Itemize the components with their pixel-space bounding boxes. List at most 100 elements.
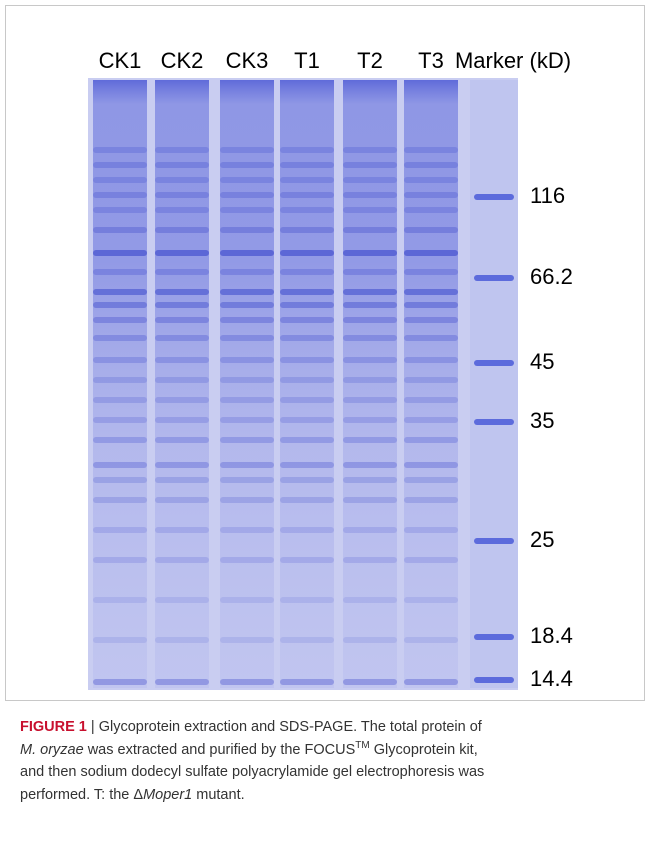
protein-band [93, 497, 147, 503]
protein-band [93, 177, 147, 183]
protein-band [220, 397, 274, 403]
protein-band [280, 289, 334, 295]
protein-band [280, 397, 334, 403]
protein-band [220, 335, 274, 341]
protein-band [280, 192, 334, 198]
protein-band [343, 497, 397, 503]
protein-band [343, 317, 397, 323]
protein-band [343, 527, 397, 533]
protein-band [93, 477, 147, 483]
protein-band [220, 357, 274, 363]
protein-band [220, 497, 274, 503]
protein-band [343, 177, 397, 183]
protein-band [93, 437, 147, 443]
marker-band [474, 194, 514, 200]
marker-label: 116 [530, 183, 565, 208]
protein-band [155, 269, 209, 275]
protein-band [280, 462, 334, 468]
caption-text: performed. T: the Δ [20, 786, 144, 803]
protein-band [93, 192, 147, 198]
protein-band [93, 317, 147, 323]
protein-band [280, 527, 334, 533]
protein-band [280, 357, 334, 363]
protein-band [155, 207, 209, 213]
protein-band [93, 597, 147, 603]
protein-band [155, 377, 209, 383]
protein-band [404, 317, 458, 323]
protein-band [220, 597, 274, 603]
protein-band [343, 679, 397, 685]
protein-band [93, 269, 147, 275]
lane-label: CK1 [99, 48, 142, 73]
protein-band [404, 397, 458, 403]
caption-separator: | [90, 719, 95, 735]
caption-text: mutant. [196, 786, 245, 803]
protein-band [404, 177, 458, 183]
protein-band [155, 302, 209, 308]
protein-band [93, 227, 147, 233]
marker-band [474, 538, 514, 544]
protein-band [280, 679, 334, 685]
protein-band [155, 335, 209, 341]
protein-band [93, 417, 147, 423]
protein-band [280, 227, 334, 233]
marker-band [474, 419, 514, 425]
marker-label: 18.4 [530, 623, 573, 648]
protein-band [280, 377, 334, 383]
protein-band [220, 462, 274, 468]
protein-band [220, 637, 274, 643]
protein-band [343, 192, 397, 198]
protein-band [280, 177, 334, 183]
protein-band [155, 527, 209, 533]
protein-band [404, 192, 458, 198]
protein-band [155, 597, 209, 603]
protein-band [155, 192, 209, 198]
protein-band [404, 147, 458, 153]
gel-lane [155, 80, 209, 688]
figure-frame [5, 5, 645, 701]
protein-band [343, 147, 397, 153]
marker-label: 66.2 [530, 264, 573, 289]
protein-band [404, 637, 458, 643]
protein-band [93, 250, 147, 256]
protein-band [343, 335, 397, 341]
protein-band [280, 302, 334, 308]
protein-band [220, 437, 274, 443]
protein-band [404, 477, 458, 483]
marker-band [474, 360, 514, 366]
caption-text: was extracted and purified by the FOCUS [87, 741, 356, 758]
protein-band [404, 462, 458, 468]
protein-band [220, 177, 274, 183]
protein-band [220, 317, 274, 323]
protein-band [343, 250, 397, 256]
protein-band [155, 637, 209, 643]
lane-label: CK2 [161, 48, 204, 73]
protein-band [404, 557, 458, 563]
protein-band [93, 162, 147, 168]
trademark: TM [355, 739, 370, 751]
marker-label: 14.4 [530, 666, 573, 691]
protein-band [343, 227, 397, 233]
protein-band [93, 527, 147, 533]
protein-band [343, 289, 397, 295]
protein-band [220, 289, 274, 295]
protein-band [280, 147, 334, 153]
protein-band [93, 357, 147, 363]
protein-band [343, 162, 397, 168]
protein-band [404, 335, 458, 341]
caption: FIGURE 1 | Glycoprotein extraction and S… [20, 716, 640, 806]
protein-band [280, 477, 334, 483]
figure-label: FIGURE 1 [20, 719, 87, 735]
protein-band [155, 679, 209, 685]
protein-band [93, 397, 147, 403]
protein-band [93, 557, 147, 563]
protein-band [404, 679, 458, 685]
protein-band [404, 377, 458, 383]
protein-band [155, 462, 209, 468]
gel-lane [280, 80, 334, 688]
protein-band [93, 302, 147, 308]
marker-band [474, 677, 514, 683]
protein-band [343, 437, 397, 443]
caption-text: Glycoprotein kit, [373, 741, 478, 758]
